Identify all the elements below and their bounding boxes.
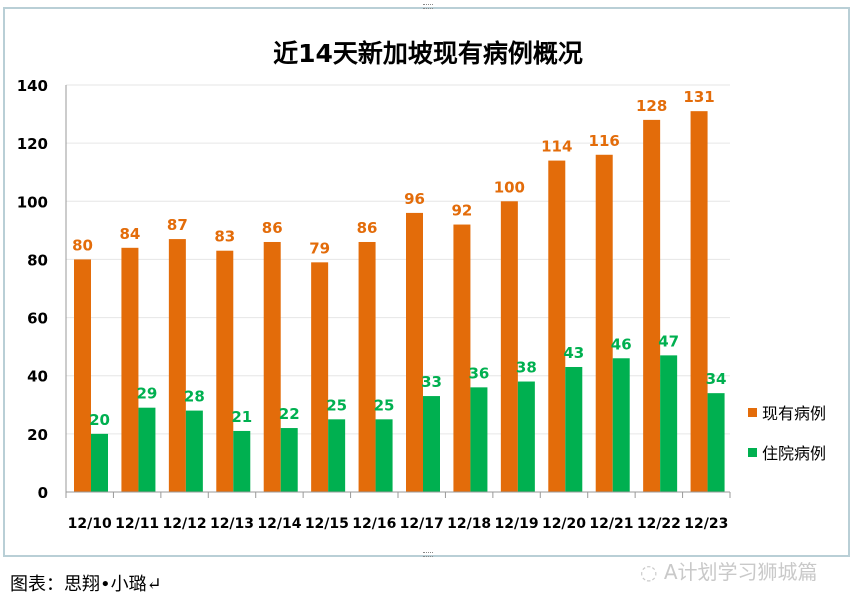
x-tick-label: 12/16 [352,516,396,532]
data-label: 84 [119,225,140,243]
bar-current [690,111,708,493]
watermark: ◌ A计划学习狮城篇 [640,556,818,585]
resize-handle-bottom[interactable] [423,552,433,557]
y-tick-label: 100 [17,193,48,211]
bar-hospitalized [233,430,251,492]
bar-current [311,262,329,492]
bar-hospitalized [185,410,203,492]
bar-current [453,224,471,493]
y-tick-label: 80 [27,251,48,269]
wechat-icon: ◌ [640,560,664,584]
data-label: 25 [374,396,395,414]
bar-hospitalized [138,407,156,492]
data-label: 83 [214,228,235,246]
bar-current [595,154,613,492]
data-label: 100 [494,178,525,196]
x-tick-label: 12/14 [257,516,301,532]
data-label: 28 [184,388,205,406]
bar-hospitalized [470,387,488,492]
data-label: 21 [231,408,252,426]
x-tick-label: 12/19 [495,516,539,532]
data-label: 131 [683,88,714,106]
y-tick-label: 60 [27,310,48,328]
x-tick-label: 12/15 [305,516,349,532]
bar-hospitalized [423,396,440,492]
bar-current [216,250,234,492]
data-label: 22 [279,405,300,423]
data-label: 38 [516,359,537,377]
legend-swatch [748,448,757,457]
x-tick-label: 12/23 [684,516,728,532]
data-label: 43 [563,344,584,362]
legend-label: 住院病例 [762,444,826,463]
data-label: 86 [262,219,283,237]
chart-title: 近14天新加坡现有病例概况 [273,39,583,68]
x-tick-label: 12/10 [68,516,112,532]
x-tick-label: 12/22 [637,516,681,532]
data-label: 25 [326,396,347,414]
data-label: 96 [404,190,425,208]
bar-hospitalized [375,419,393,492]
bar-current [643,119,661,492]
bar-hospitalized [91,433,108,492]
data-label: 87 [167,216,188,234]
data-label: 86 [357,219,378,237]
data-label: 34 [706,370,727,388]
y-tick-label: 0 [38,484,48,502]
figure-caption: 图表：思翔•小璐↵ [10,574,162,595]
bar-hospitalized [565,366,583,492]
data-label: 20 [89,411,110,429]
x-tick-label: 12/21 [589,516,633,532]
bar-current [168,239,186,492]
bar-chart: 近14天新加坡现有病例概况 80 20 84 29 87 28 83 21 86 22 79 25 86… [17,39,826,532]
bar-current [121,247,139,492]
data-label: 128 [636,97,667,115]
y-tick-label: 140 [17,77,48,95]
x-tick-label: 12/11 [115,516,159,532]
data-label: 92 [451,202,472,220]
data-label: 46 [611,335,632,353]
bar-current [500,201,518,493]
bar-current [548,160,566,493]
data-label: 116 [589,132,620,150]
x-tick-label: 12/18 [447,516,491,532]
bar-hospitalized [707,393,725,492]
bar-hospitalized [517,381,535,492]
data-label: 114 [541,138,572,156]
legend-swatch [748,408,757,417]
x-tick-label: 12/13 [210,516,254,532]
data-label: 33 [421,373,442,391]
y-tick-label: 40 [27,368,48,386]
bar-hospitalized [328,419,346,492]
y-tick-label: 20 [27,426,48,444]
x-tick-label: 12/12 [163,516,207,532]
data-label: 36 [468,364,489,382]
watermark-text: A计划学习狮城篇 [663,560,818,584]
bar-current [263,241,281,492]
bar-hospitalized [280,428,298,492]
bar-current [406,212,423,492]
x-tick-label: 12/17 [400,516,444,532]
legend-label: 现有病例 [762,404,826,423]
data-label: 80 [72,236,93,254]
bar-current [358,241,376,492]
bar-current [74,259,91,492]
y-tick-label: 120 [17,135,48,153]
data-label: 29 [136,385,157,403]
bar-hospitalized [612,358,630,492]
bar-hospitalized [660,355,678,492]
data-label: 79 [309,239,330,257]
data-label: 47 [658,332,679,350]
x-tick-label: 12/20 [542,516,586,532]
resize-handle-top[interactable] [423,4,433,9]
